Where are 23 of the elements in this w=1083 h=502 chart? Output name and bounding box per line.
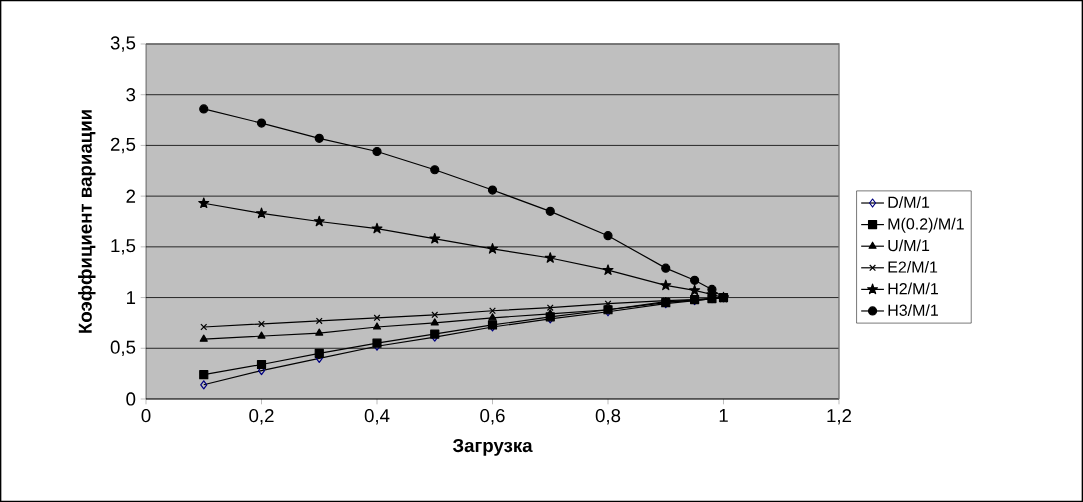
x-tick-label: 1,2: [827, 409, 852, 425]
legend-label: H3/M/1: [888, 304, 938, 316]
legend-label: D/M/1: [888, 196, 930, 208]
legend-label: M(0.2)/M/1: [888, 217, 964, 233]
x-tick-label: 1: [719, 409, 728, 422]
y-tick-label: 3,5: [110, 36, 136, 52]
y-tick-label: 1: [127, 291, 136, 304]
y-tick-label: 2,5: [110, 137, 136, 154]
x-tick-label: 0: [141, 409, 151, 423]
y-tick-label: 0: [126, 392, 136, 406]
x-tick-label: 0,2: [249, 409, 274, 425]
x-tick-label: 0,8: [595, 409, 621, 425]
y-tick-label: 1,5: [111, 239, 136, 255]
y-axis-title: Коэффициент вариации: [78, 110, 96, 333]
y-tick-label: 2: [126, 189, 136, 203]
x-tick-label: 0,4: [364, 409, 390, 425]
y-tick-label: 3: [126, 88, 136, 102]
legend-label: U/M/1: [888, 239, 930, 252]
legend-label: H2/M/1: [888, 282, 938, 295]
x-tick-label: 0,6: [480, 409, 505, 425]
y-tick-label: 0,5: [110, 340, 136, 356]
legend-label: E2/M/1: [888, 261, 938, 273]
x-axis-title: Загрузка: [452, 438, 533, 456]
